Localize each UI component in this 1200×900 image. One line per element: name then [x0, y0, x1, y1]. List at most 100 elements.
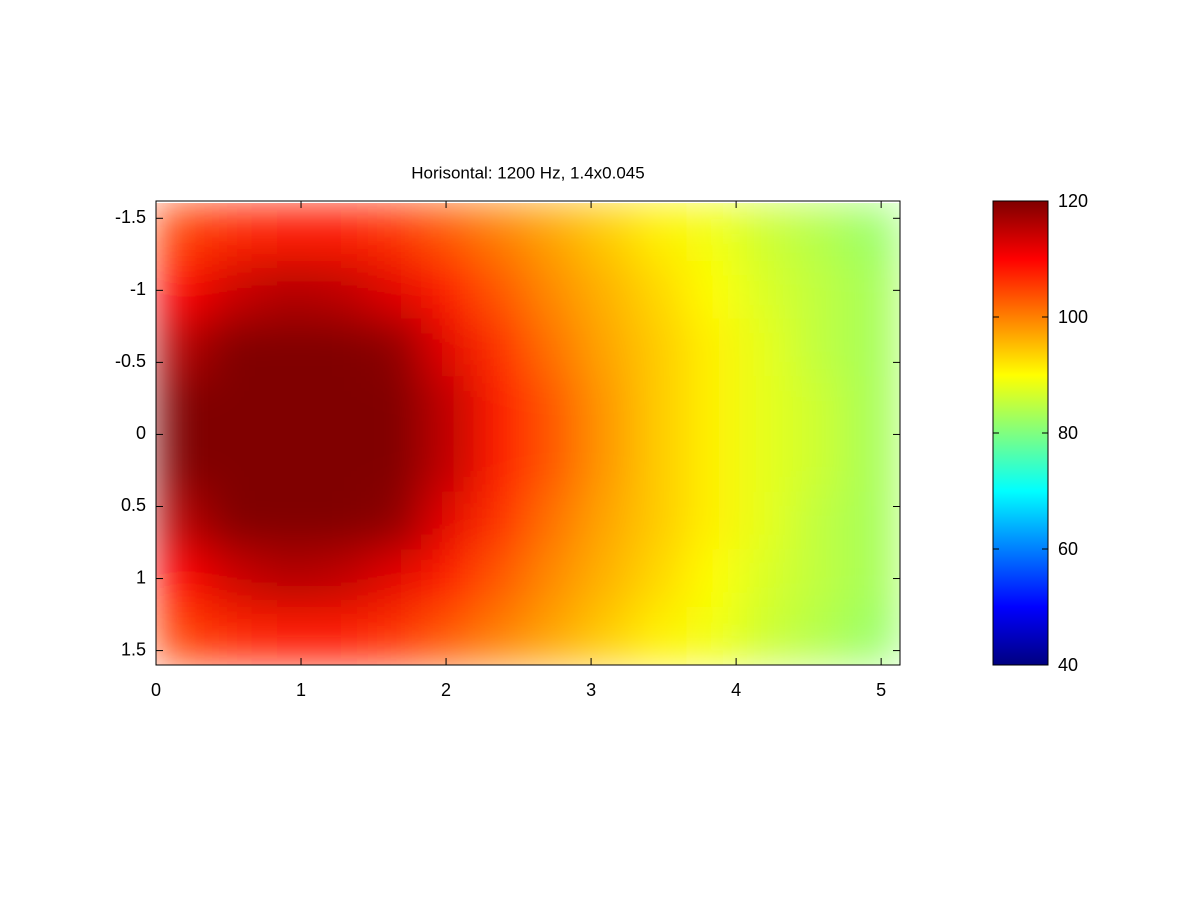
heat-cell: [687, 376, 742, 435]
heat-cell: [739, 376, 794, 435]
heat-cell: [314, 549, 369, 608]
heat-cell: [208, 318, 263, 378]
heat-cell: [262, 549, 317, 608]
heat-cell: [208, 491, 263, 551]
heat-cell: [793, 606, 848, 665]
heat-cell: [739, 203, 794, 263]
heat-cell: [421, 203, 477, 263]
heat-cell: [633, 491, 688, 551]
heat-cell: [846, 318, 900, 378]
x-tick-label: 3: [586, 680, 596, 700]
heat-cell: [314, 433, 369, 493]
heat-cell: [793, 318, 848, 378]
heat-cell: [687, 318, 742, 378]
heat-cell: [262, 491, 317, 551]
heat-cell: [579, 376, 635, 435]
heat-cell: [474, 491, 529, 551]
x-tick-label: 4: [731, 680, 741, 700]
heat-cell: [314, 491, 369, 551]
x-tick-label: 0: [151, 680, 161, 700]
heat-cell: [421, 376, 477, 435]
heat-cell: [579, 606, 635, 665]
heat-cell: [846, 433, 900, 493]
heat-cell: [739, 261, 794, 320]
heat-cell: [156, 491, 210, 551]
heat-cell: [368, 376, 423, 435]
heat-cell: [633, 318, 688, 378]
y-tick-label: 0: [136, 423, 146, 443]
heat-cell: [262, 318, 317, 378]
heat-cell: [208, 433, 263, 493]
heat-cell: [633, 261, 688, 320]
heat-cell: [156, 376, 210, 435]
heat-cell: [527, 433, 582, 493]
heat-cell: [739, 491, 794, 551]
heat-cell: [633, 549, 688, 608]
heat-cell: [262, 261, 317, 320]
colorbar-tick-label: 120: [1058, 191, 1088, 211]
heat-cell: [846, 606, 900, 665]
heat-cell: [314, 376, 369, 435]
heat-cell: [474, 318, 529, 378]
heat-cell: [579, 491, 635, 551]
colorbar-tick-label: 60: [1058, 539, 1078, 559]
heat-cell: [739, 549, 794, 608]
x-tick-label: 1: [296, 680, 306, 700]
y-tick-label: 0.5: [121, 495, 146, 515]
heat-cell: [421, 549, 477, 608]
heat-cell: [208, 261, 263, 320]
x-tick-label: 5: [876, 680, 886, 700]
heat-cell: [156, 318, 210, 378]
heat-cell: [793, 261, 848, 320]
heat-cell: [846, 491, 900, 551]
x-tick-label: 2: [441, 680, 451, 700]
heat-cell: [579, 318, 635, 378]
heat-cell: [368, 318, 423, 378]
plot-clip: [156, 203, 900, 665]
colorbar-tick-label: 100: [1058, 307, 1088, 327]
heat-cell: [368, 203, 423, 263]
heat-cell: [368, 261, 423, 320]
heat-cell: [793, 491, 848, 551]
y-tick-label: -1.5: [115, 207, 146, 227]
heat-cell: [793, 376, 848, 435]
heat-cell: [527, 491, 582, 551]
heat-cell: [474, 376, 529, 435]
heat-cell: [527, 203, 582, 263]
heat-cell: [421, 433, 477, 493]
colorbar-tick-label: 40: [1058, 655, 1078, 675]
heat-cell: [262, 203, 317, 263]
heat-cell: [314, 606, 369, 665]
heat-cell: [474, 433, 529, 493]
heat-cell: [421, 606, 477, 665]
heat-cell: [633, 203, 688, 263]
axes: 0 1 2 3 4 5 -1.5 -1 -0.5 0 0.5 1 1.5 40 60 80 100 120: [115, 191, 1088, 700]
heat-cell: [368, 433, 423, 493]
heat-cell: [687, 549, 742, 608]
heat-cell: [474, 261, 529, 320]
heat-cell: [579, 203, 635, 263]
y-tick-label: 1: [136, 567, 146, 587]
heat-cell: [687, 433, 742, 493]
heat-cell: [527, 606, 582, 665]
heat-cell: [262, 433, 317, 493]
chart-title: Horisontal: 1200 Hz, 1.4x0.045: [411, 163, 644, 182]
heat-cell: [368, 549, 423, 608]
heat-cell: [793, 433, 848, 493]
heat-cell: [846, 203, 900, 263]
heat-cell: [421, 318, 477, 378]
heat-cell: [156, 261, 210, 320]
colorbar-tick-label: 80: [1058, 423, 1078, 443]
heat-cell: [421, 261, 477, 320]
heat-cell: [739, 318, 794, 378]
heat-cell: [262, 376, 317, 435]
heat-cell: [262, 606, 317, 665]
y-tick-label: 1.5: [121, 639, 146, 659]
heat-cell: [579, 433, 635, 493]
heat-cell: [739, 606, 794, 665]
heat-cell: [687, 491, 742, 551]
heat-cell: [846, 261, 900, 320]
heat-cell: [527, 376, 582, 435]
y-tick-label: -1: [130, 279, 146, 299]
heat-cell: [579, 549, 635, 608]
